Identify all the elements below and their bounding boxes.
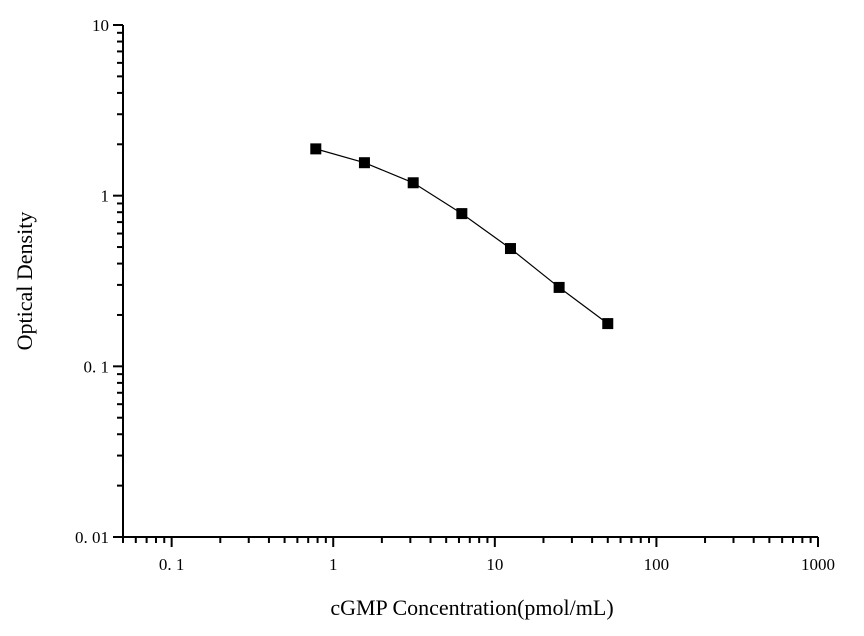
data-point <box>407 177 419 189</box>
x-tick-label: 0. 1 <box>159 555 185 574</box>
y-axis-label: Optical Density <box>12 212 37 351</box>
tick-labels: 0. 01 0. 1 1 10 0. 1 1 10 100 1000 <box>75 16 835 574</box>
y-tick-label: 10 <box>92 16 109 35</box>
data-point <box>553 281 565 293</box>
data-point <box>456 208 468 220</box>
axes <box>113 24 819 547</box>
x-tick-label: 10 <box>486 555 503 574</box>
y-tick-label: 0. 01 <box>75 528 109 547</box>
data-point <box>358 157 370 169</box>
data-point <box>504 243 516 255</box>
plot-area <box>310 143 614 330</box>
x-tick-label: 100 <box>644 555 670 574</box>
series-line <box>315 148 609 325</box>
x-tick-label: 1000 <box>801 555 835 574</box>
y-tick-label: 1 <box>101 187 110 206</box>
x-tick-label: 1 <box>329 555 338 574</box>
y-tick-label: 0. 1 <box>84 357 110 376</box>
data-point <box>310 143 322 155</box>
data-point <box>602 318 614 330</box>
x-axis-label: cGMP Concentration(pmol/mL) <box>330 595 613 620</box>
